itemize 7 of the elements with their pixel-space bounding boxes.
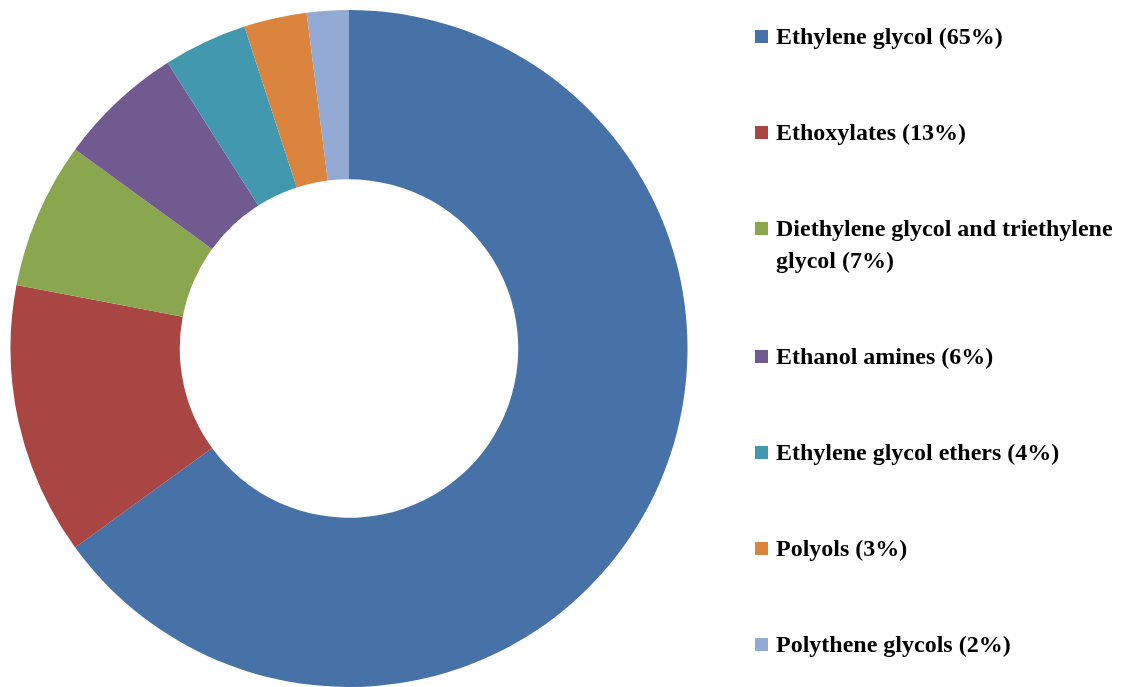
legend-label: Ethoxylates (13%) (776, 118, 966, 147)
legend-label: Ethylene glycol (65%) (776, 22, 1003, 51)
legend-label: Ethanol amines (6%) (776, 342, 994, 371)
legend-label: Diethylene glycol and triethylene glycol (7%) (776, 214, 1114, 275)
legend-label: Ethylene glycol ethers (4%) (776, 438, 1060, 467)
legend-label: Polyols (3%) (776, 534, 908, 563)
legend-label: Polythene glycols (2%) (776, 630, 1011, 659)
